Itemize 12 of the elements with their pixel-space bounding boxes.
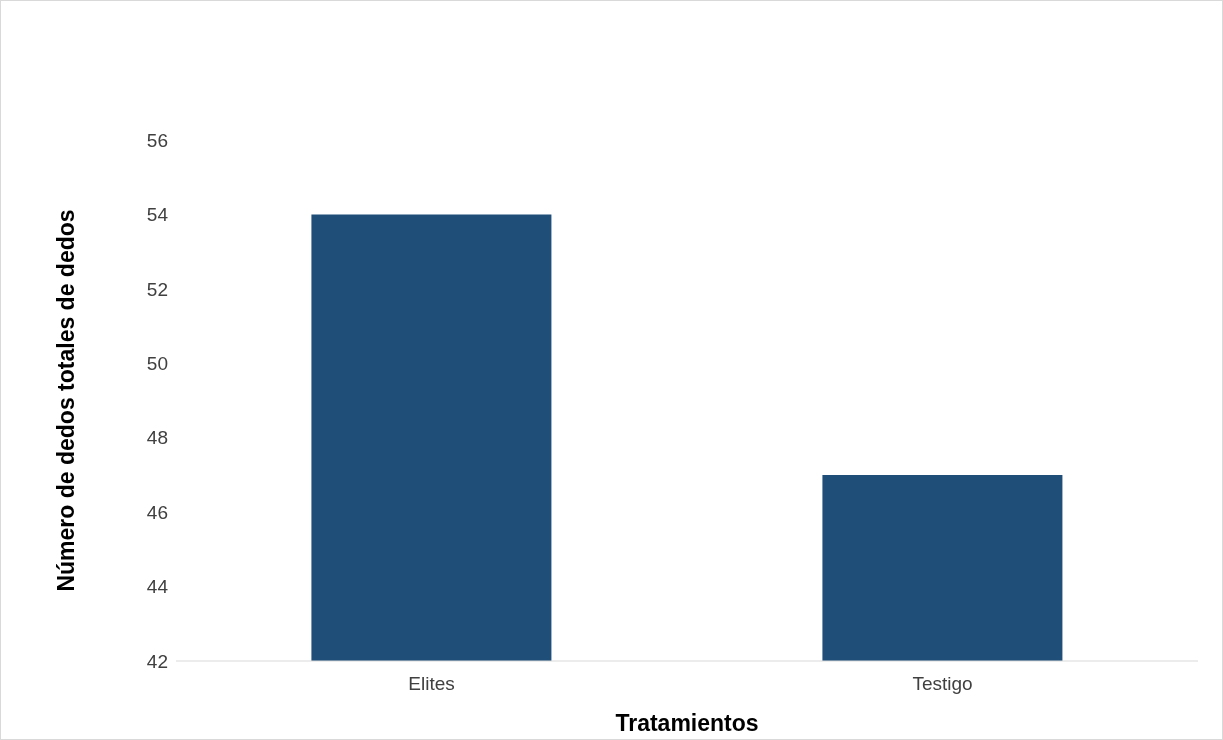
y-tick-label: 52 [146, 278, 168, 300]
x-tick-label: Testigo [912, 673, 973, 695]
y-axis-title: Número de dedos totales de dedos [53, 209, 80, 592]
y-tick-label: 50 [146, 353, 168, 375]
y-tick-label: 56 [146, 129, 168, 151]
y-tick-label: 48 [146, 427, 168, 449]
x-axis-title: Tratamientos [615, 710, 759, 736]
x-tick-label: Elites [408, 673, 455, 695]
y-tick-label: 42 [146, 650, 168, 672]
y-tick-label: 54 [146, 204, 169, 226]
y-tick-label: 44 [146, 576, 169, 598]
y-tick-label: 46 [146, 501, 168, 523]
